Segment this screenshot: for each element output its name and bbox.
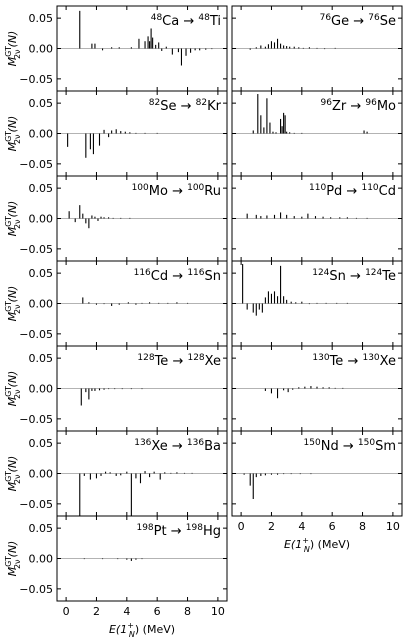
y-tick-label: −0.05 [19, 158, 53, 171]
panel-te128: −0.05 0.00 0.05 MGT2ν(N) 128Te → 128Xe [4, 345, 228, 432]
y-tick-label: −0.05 [19, 243, 53, 256]
panel-sn124: 124Sn → 124Te [231, 260, 403, 347]
x-tick-label: 10 [386, 520, 400, 533]
panel-title: 136Xe → 136Ba [134, 438, 221, 454]
y-tick-label: 0.00 [29, 383, 54, 396]
panel-title: 124Sn → 124Te [312, 268, 396, 284]
panel-title: 82Se → 82Kr [149, 98, 222, 114]
panel-nd150: 0 2 4 6 8 10 E(1+ N) (MeV) 150Nd → 150Sm [231, 430, 403, 554]
panel-title: 100Mo → 100Ru [132, 183, 221, 199]
panel-title: 128Te → 128Xe [137, 353, 221, 369]
panel-cd116: −0.05 0.00 0.05 MGT2ν(N) 116Cd → 116Sn [4, 260, 228, 347]
y-tick-label: −0.05 [19, 583, 53, 596]
y-axis-label: MGT2ν(N) [4, 456, 22, 492]
x-tick-label: 4 [298, 520, 305, 533]
panel-title: 198Pt → 198Hg [136, 523, 221, 539]
panel-zr96: 96Zr → 96Mo [231, 90, 403, 177]
y-tick-label: 0.00 [29, 128, 54, 141]
y-tick-label: −0.05 [19, 498, 53, 511]
panel-title: 110Pd → 110Cd [309, 183, 396, 199]
panel-title: 48Ca → 48Ti [151, 13, 221, 29]
y-tick-label: −0.05 [19, 413, 53, 426]
y-tick-label: 0.00 [29, 298, 54, 311]
x-tick-label: 0 [238, 520, 245, 533]
y-tick-label: 0.05 [29, 267, 54, 280]
y-axis-label: MGT2ν(N) [4, 31, 22, 67]
y-tick-label: 0.05 [29, 352, 54, 365]
x-tick-label: 6 [154, 605, 161, 618]
x-tick-label: 0 [63, 605, 70, 618]
x-axis-label: E(1+ N) (MeV) [109, 621, 175, 639]
x-tick-label: 2 [268, 520, 275, 533]
y-axis-label: MGT2ν(N) [4, 286, 22, 322]
y-tick-label: 0.05 [29, 182, 54, 195]
x-axis-label: E(1+ N) (MeV) [284, 536, 350, 554]
panel-title: 116Cd → 116Sn [134, 268, 221, 284]
panel-title: 76Ge → 76Se [320, 13, 396, 29]
y-tick-label: 0.00 [29, 553, 54, 566]
panel-pd110: 110Pd → 110Cd [231, 175, 403, 262]
y-tick-label: 0.00 [29, 213, 54, 226]
x-tick-label: 6 [329, 520, 336, 533]
y-axis-label: MGT2ν(N) [4, 541, 22, 577]
x-tick-label: 2 [93, 605, 100, 618]
panel-title: 150Nd → 150Sm [304, 438, 396, 454]
x-tick-label: 4 [123, 605, 130, 618]
y-tick-label: 0.05 [29, 12, 54, 25]
y-tick-label: −0.05 [19, 328, 53, 341]
y-axis-label: MGT2ν(N) [4, 201, 22, 237]
y-tick-label: −0.05 [19, 73, 53, 86]
x-tick-label: 10 [211, 605, 225, 618]
y-axis-label: MGT2ν(N) [4, 371, 22, 407]
panel-te130: 130Te → 130Xe [231, 345, 403, 432]
panel-title: 130Te → 130Xe [312, 353, 396, 369]
y-axis-label: MGT2ν(N) [4, 116, 22, 152]
panel-xe136: −0.05 0.00 0.05 MGT2ν(N) 136Xe → 136Ba [4, 430, 228, 517]
x-tick-label: 8 [184, 605, 191, 618]
panel-title: 96Zr → 96Mo [320, 98, 396, 114]
y-tick-label: 0.05 [29, 522, 54, 535]
x-tick-label: 8 [359, 520, 366, 533]
panel-ge76: 76Ge → 76Se [231, 5, 403, 92]
panel-se82: −0.05 0.00 0.05 MGT2ν(N) 82Se → 82Kr [4, 90, 228, 177]
panel-ca48: −0.05 0.00 0.05 MGT2ν(N) 48Ca → 48Ti [4, 5, 228, 92]
y-tick-label: 0.05 [29, 437, 54, 450]
y-tick-label: 0.00 [29, 43, 54, 56]
panel-pt198: −0.05 0.00 0.05 0 2 4 6 8 10 E(1+ N) (MeV) MGT2ν(N)… [4, 515, 228, 639]
y-tick-label: 0.05 [29, 97, 54, 110]
panel-mo100: −0.05 0.00 0.05 MGT2ν(N) 100Mo → 100Ru [4, 175, 228, 262]
y-tick-label: 0.00 [29, 468, 54, 481]
